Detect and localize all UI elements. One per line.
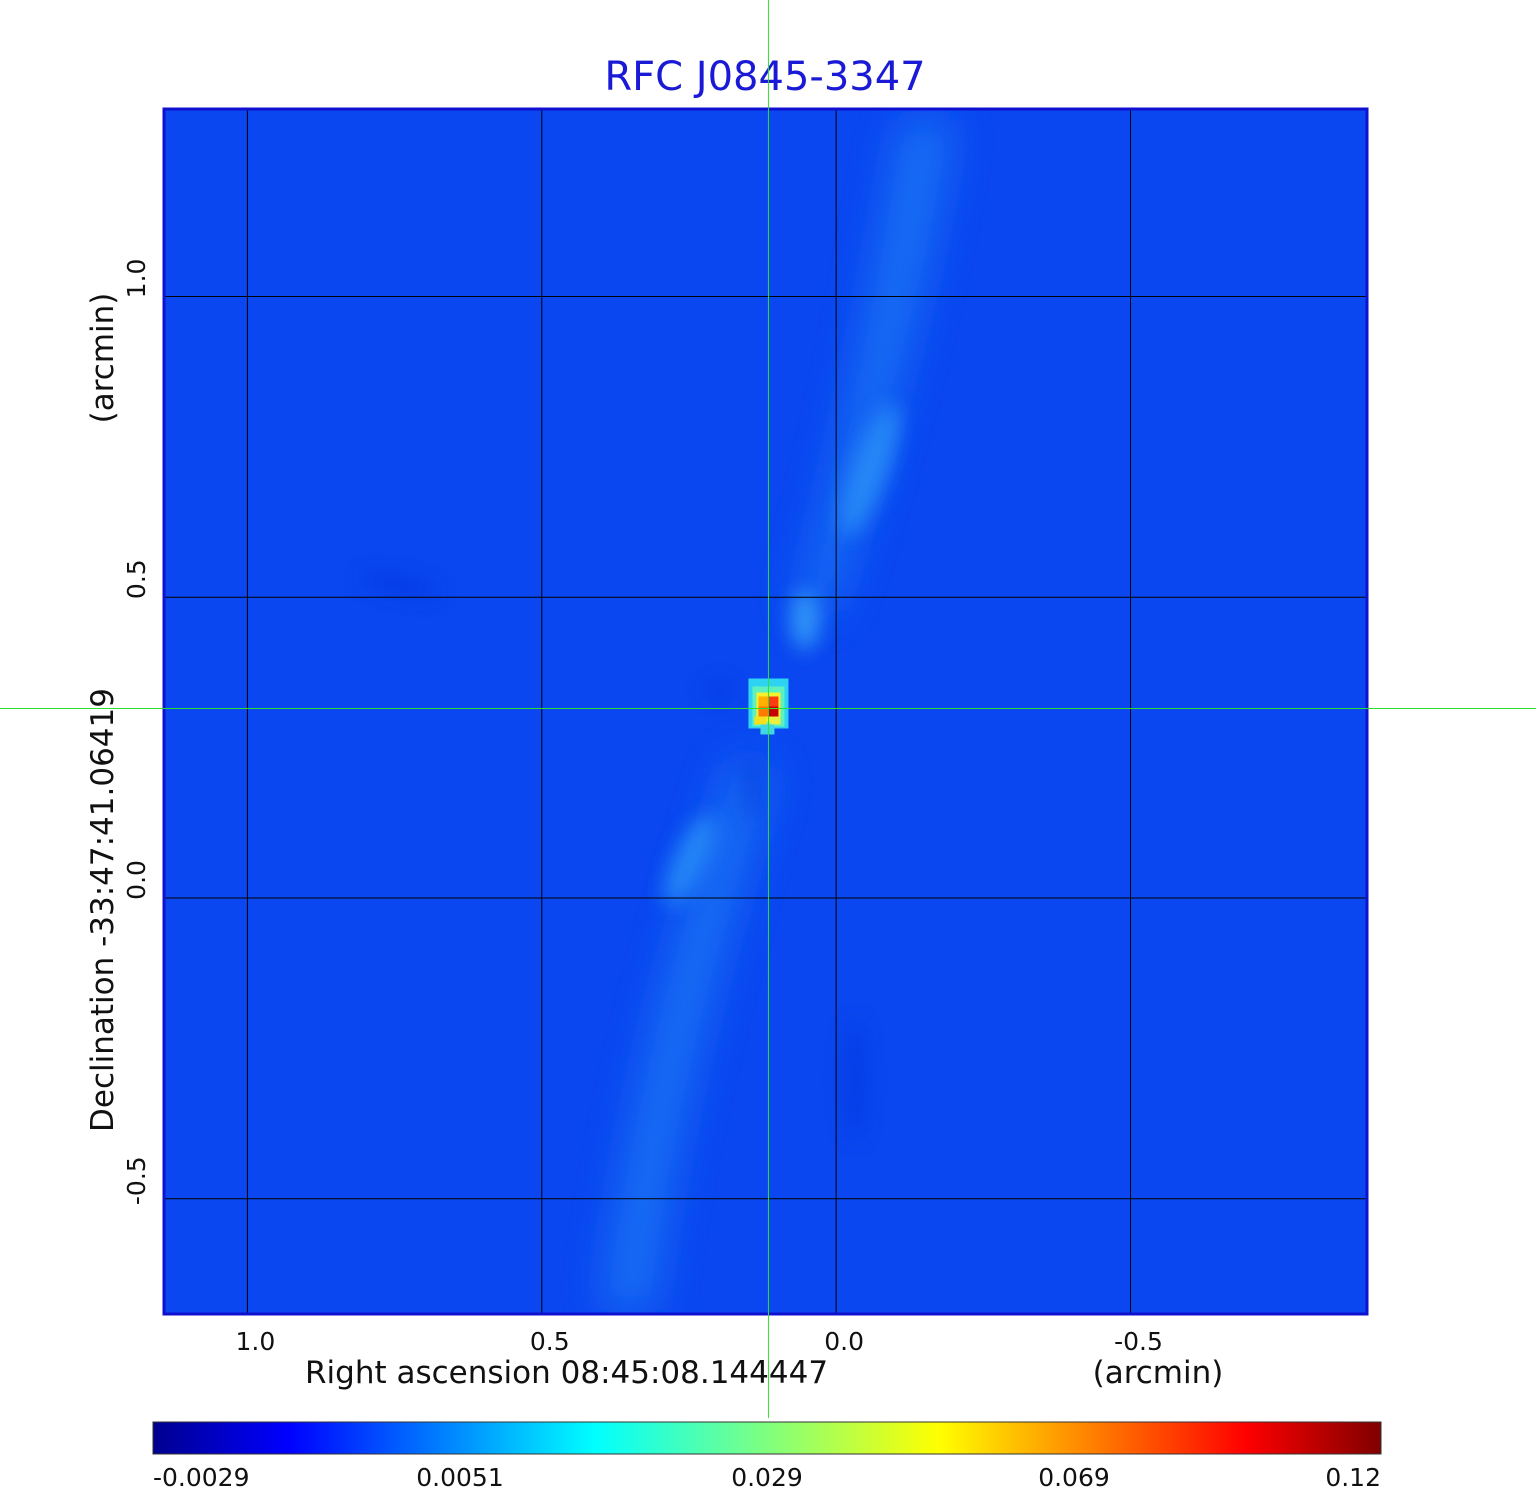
crosshair — [0, 0, 1536, 1418]
colorbar — [152, 1421, 1382, 1455]
peak-pixel — [758, 706, 769, 717]
peak-pixel — [768, 696, 779, 707]
plot-frame — [162, 107, 1369, 1316]
negative-sidelobes — [360, 573, 865, 1140]
chart-title: RFC J0845-3347 — [604, 54, 925, 100]
peak-pixel — [758, 696, 769, 707]
y-axis-unit: (arcmin) — [85, 293, 121, 424]
x-tick-labels: 1.0 0.5 0.0 -0.5 — [236, 1327, 1163, 1356]
peak-pixel — [754, 716, 767, 725]
colorbar-tick-label: 0.069 — [1038, 1463, 1110, 1492]
y-tick-label: 0.0 — [122, 860, 151, 900]
colorbar-tick-label: 0.12 — [1325, 1463, 1381, 1492]
plot-area — [165, 110, 1366, 1313]
y-axis-label: Declination -33:47:41.06419 — [85, 688, 121, 1132]
grid-lines — [165, 110, 1366, 1313]
x-tick-label: 0.5 — [530, 1327, 570, 1356]
x-tick-label: 0.0 — [824, 1327, 864, 1356]
x-tick-label: 1.0 — [236, 1327, 276, 1356]
y-tick-label: 0.5 — [122, 559, 151, 599]
colorbar-tick-label: -0.0029 — [153, 1463, 250, 1492]
x-axis-label: Right ascension 08:45:08.144447 — [305, 1355, 828, 1391]
y-tick-label: 1.0 — [122, 259, 151, 299]
x-tick-label: -0.5 — [1114, 1327, 1163, 1356]
peak-pixel — [770, 716, 781, 725]
y-tick-label: -0.5 — [122, 1156, 151, 1205]
emission-core-jet — [664, 403, 900, 906]
peak-pixel — [768, 706, 779, 717]
colorbar-tick-label: 0.0051 — [416, 1463, 503, 1492]
peak-pixel — [760, 724, 775, 735]
x-axis-unit: (arcmin) — [1093, 1355, 1224, 1391]
colorbar-tick-label: 0.029 — [731, 1463, 803, 1492]
colorbar-tick-labels: -0.0029 0.0051 0.029 0.069 0.12 — [153, 1463, 1381, 1492]
y-tick-labels: 1.0 0.5 0.0 -0.5 — [122, 259, 151, 1206]
